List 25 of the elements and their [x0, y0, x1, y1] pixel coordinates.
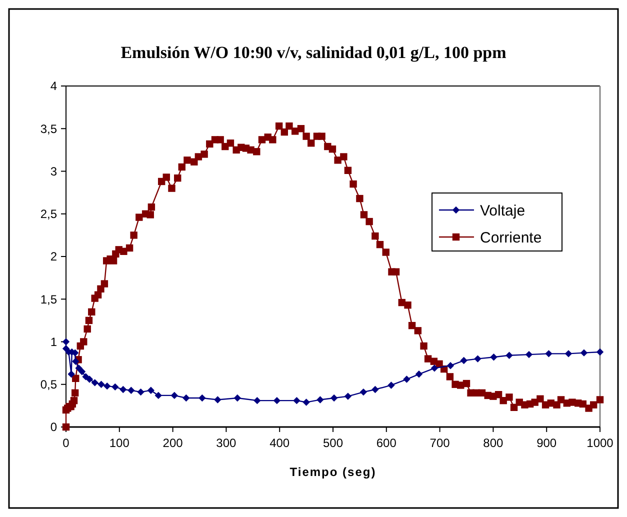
x-axis-title: Tiempo (seg) [290, 465, 376, 479]
y-tick-label: 4 [50, 79, 58, 94]
y-tick-label: 1 [50, 334, 58, 349]
legend-label: Corriente [480, 229, 542, 246]
x-tick-label: 400 [270, 436, 290, 450]
y-tick-label: 2 [50, 250, 58, 264]
y-tick-label: 3 [50, 164, 58, 178]
x-tick-label: 500 [322, 436, 344, 450]
y-tick-label: 1,5 [40, 292, 58, 306]
x-tick-label: 100 [109, 436, 130, 450]
y-tick-label: 0,5 [40, 378, 58, 392]
x-tick-label: 900 [536, 436, 557, 450]
y-tick-label: 2,5 [40, 207, 58, 222]
x-tick-label: 700 [430, 436, 450, 450]
x-tick-label: 0 [62, 436, 70, 450]
x-tick-label: 600 [376, 436, 397, 450]
y-tick-label: 0 [50, 420, 58, 434]
chart-title: Emulsión W/O 10:90 v/v, salinidad 0,01 g/L, 100 ppm [120, 43, 506, 62]
x-tick-label: 800 [483, 436, 504, 450]
x-tick-label: 200 [162, 436, 184, 450]
point [596, 348, 604, 356]
x-tick-label: 300 [216, 436, 237, 450]
legend-label: Voltaje [480, 202, 526, 220]
y-tick-label: 3,5 [40, 122, 58, 136]
x-tick-label: 1000 [586, 436, 614, 450]
